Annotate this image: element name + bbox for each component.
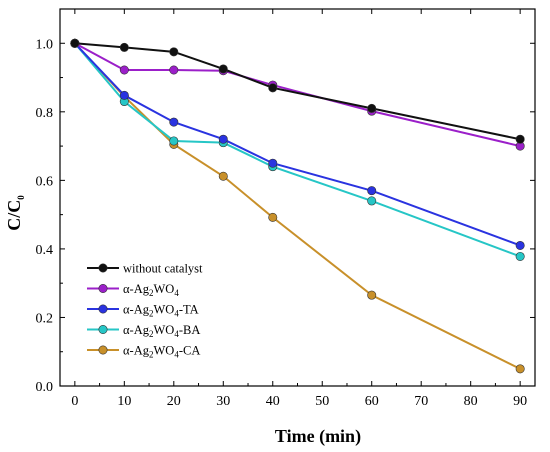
legend-label: without catalyst [123, 262, 203, 276]
y-axis-ticks: 0.0 0.2 0.4 0.6 0.8 1.0 [36, 8, 535, 395]
x-tick-label: 70 [414, 394, 428, 409]
x-tick-label: 10 [117, 394, 131, 409]
legend-item: without catalyst [87, 262, 203, 276]
series-line [74, 42, 521, 247]
legend-marker [98, 263, 108, 273]
legend-item: α-Ag2WO4-BA [87, 323, 200, 339]
series-layer [70, 38, 525, 374]
series [70, 38, 525, 151]
data-point [268, 83, 278, 93]
series-line [74, 42, 521, 258]
x-tick-label: 90 [513, 394, 527, 409]
data-point [169, 136, 179, 146]
y-tick-label: 0.6 [36, 174, 54, 189]
y-tick-label: 0.0 [36, 380, 54, 395]
data-point [169, 47, 179, 57]
legend-label: α-Ag2WO4-CA [123, 344, 200, 360]
x-tick-label: 20 [167, 394, 181, 409]
data-point [367, 186, 377, 196]
x-axis-ticks: 0 10 20 30 40 50 60 70 80 90 [71, 9, 527, 409]
data-point [218, 171, 228, 181]
data-point [169, 117, 179, 127]
x-tick-label: 60 [365, 394, 379, 409]
x-tick-label: 30 [216, 394, 230, 409]
data-point [169, 65, 179, 75]
data-point [367, 196, 377, 206]
data-point [268, 158, 278, 168]
y-axis-title-sub: 0 [16, 195, 26, 200]
data-point [218, 64, 228, 74]
data-point [515, 240, 525, 250]
data-point [70, 38, 80, 48]
legend-label: α-Ag2WO4 [123, 282, 179, 298]
y-tick-label: 0.8 [36, 106, 54, 121]
x-tick-label: 50 [315, 394, 329, 409]
x-tick-label: 40 [266, 394, 280, 409]
series [70, 38, 525, 144]
data-point [515, 364, 525, 374]
legend-item: α-Ag2WO4-TA [87, 303, 199, 319]
data-point [367, 290, 377, 300]
y-tick-label: 0.2 [36, 311, 54, 326]
x-axis-title: Time (min) [275, 426, 361, 447]
legend-item: α-Ag2WO4 [87, 282, 179, 298]
series [70, 38, 525, 261]
y-tick-label: 0.4 [36, 243, 54, 258]
x-tick-label: 80 [464, 394, 478, 409]
x-tick-label: 0 [71, 394, 78, 409]
data-point [119, 42, 129, 52]
legend-item: α-Ag2WO4-CA [87, 344, 200, 360]
data-point [515, 251, 525, 261]
legend: without catalyst α-Ag2WO4 α-Ag2WO4-TA α-Ag2… [87, 262, 203, 360]
legend-marker [98, 283, 108, 293]
data-point [268, 212, 278, 222]
legend-marker [98, 324, 108, 334]
y-axis-title: C/C0 [4, 195, 26, 231]
y-axis-title-main: C/C [4, 200, 24, 231]
legend-marker [98, 345, 108, 355]
data-point [218, 134, 228, 144]
data-point [119, 90, 129, 100]
legend-label: α-Ag2WO4-TA [123, 303, 199, 319]
data-point [367, 103, 377, 113]
series-line [74, 42, 521, 148]
y-tick-label: 1.0 [36, 37, 54, 52]
legend-marker [98, 304, 108, 314]
legend-label: α-Ag2WO4-BA [123, 323, 200, 339]
data-point [515, 134, 525, 144]
data-point [119, 65, 129, 75]
